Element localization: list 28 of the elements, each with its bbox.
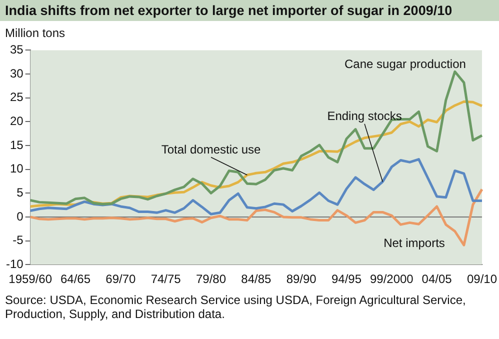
y-tick-label: 15 [10, 138, 24, 152]
chart-title: India shifts from net exporter to large net importer of sugar in 2009/10 [0, 0, 499, 21]
x-tick-label: 79/80 [196, 272, 226, 286]
y-tick-label: 35 [10, 42, 24, 57]
y-tick-label: 5 [16, 185, 24, 200]
y-tick-label: 25 [10, 90, 24, 104]
x-tick-label: 69/70 [106, 272, 136, 286]
series-label: Net imports [384, 236, 445, 250]
x-tick-label: 64/65 [60, 272, 91, 286]
y-tick-label: 30 [10, 66, 24, 80]
y-axis-title: Million tons [4, 26, 66, 41]
x-tick-label: 89/90 [286, 272, 317, 286]
series-label: Total domestic use [161, 142, 262, 157]
source-note: Source: USDA, Economic Research Service using USDA, Foreign Agricultural Service, Production, Supply, and Distribution data. [4, 293, 467, 321]
x-tick-label: 09/10 [466, 272, 498, 286]
x-tick-label: 84/85 [241, 272, 272, 286]
x-tick-label: 99/2000 [370, 272, 414, 286]
series-label: Cane sugar production [344, 56, 466, 71]
x-tick-label: 04/05 [422, 272, 452, 286]
y-tick-label: -10 [6, 256, 24, 271]
y-tick-label: 10 [10, 162, 24, 176]
y-tick-label: 0 [16, 209, 24, 224]
y-tick-label: 20 [10, 114, 24, 128]
x-tick-label: 74/75 [150, 272, 182, 286]
y-tick-label: -5 [12, 233, 24, 248]
x-tick-label: 94/95 [331, 272, 362, 286]
x-tick-label: 1959/60 [8, 272, 52, 286]
text: Ending stocks [327, 109, 402, 124]
